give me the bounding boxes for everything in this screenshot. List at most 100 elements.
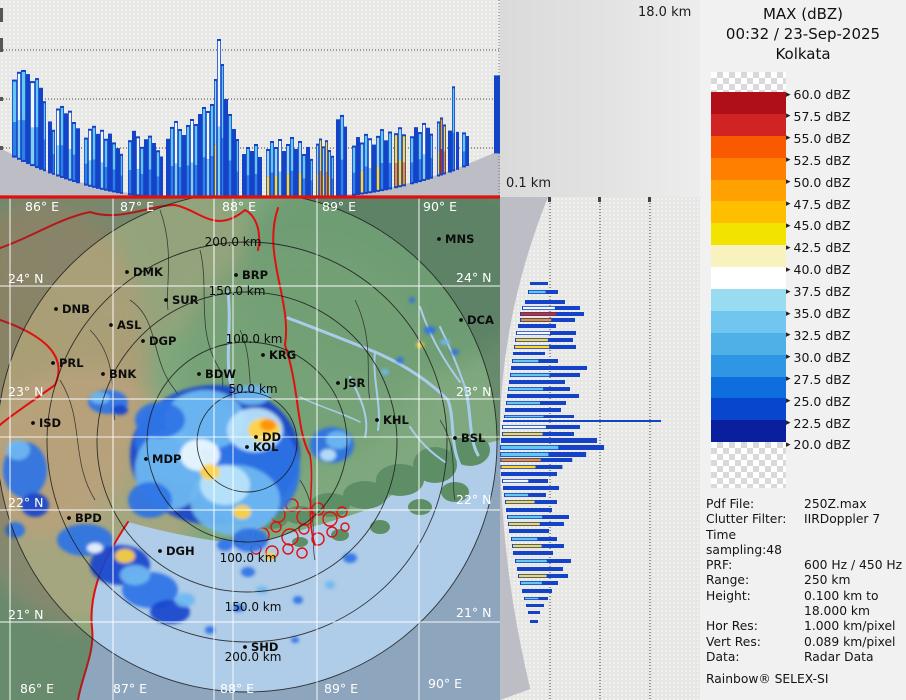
metadata-value: 0.089 km/pixel xyxy=(804,634,896,649)
echo-core xyxy=(52,154,55,173)
echo-core xyxy=(302,155,306,179)
echo-core xyxy=(440,119,443,150)
station-label: SUR xyxy=(172,293,199,307)
station-marker xyxy=(158,549,162,553)
echo-core xyxy=(418,159,422,181)
echo-core xyxy=(140,174,144,195)
echo-core xyxy=(508,515,543,519)
echo-core xyxy=(430,135,433,159)
legend-tick-label: 60.0 dBZ xyxy=(793,87,851,102)
station-marker xyxy=(437,237,441,241)
echo-core xyxy=(328,151,331,177)
station-label: MDP xyxy=(152,452,181,466)
echo-row xyxy=(530,282,548,285)
echo-core xyxy=(503,479,529,483)
range-ring-label: 200.0 km xyxy=(205,235,262,249)
echo-core xyxy=(210,106,214,157)
echo-row xyxy=(528,611,540,614)
echo-row xyxy=(530,620,538,623)
legend-tick: ▸ 37.5 dBZ xyxy=(786,284,850,299)
echo-core xyxy=(186,165,190,197)
station-marker xyxy=(453,436,457,440)
station-marker xyxy=(31,421,35,425)
legend-tick-label: 45.0 dBZ xyxy=(793,218,851,234)
graticule-label: 86° E xyxy=(25,199,59,214)
ns-profile-bars xyxy=(500,282,661,623)
echo-column xyxy=(294,149,298,197)
station-label: MNS xyxy=(445,232,474,246)
echo-row xyxy=(525,300,565,304)
echo-core xyxy=(402,136,406,163)
echo-core xyxy=(298,143,302,173)
echo-core xyxy=(120,155,123,176)
legend-tick-label: 55.0 dBZ xyxy=(793,130,851,146)
metadata-label: Pdf File: xyxy=(706,497,755,511)
corner-block xyxy=(500,0,700,197)
metadata-row: 18.000 km xyxy=(706,604,904,619)
echo-core xyxy=(310,160,313,181)
echo-core xyxy=(228,160,232,197)
graticule-label: 88° E xyxy=(220,681,254,696)
echo-column xyxy=(426,127,430,180)
station-label: JSR xyxy=(343,376,366,390)
echo-row xyxy=(526,604,544,607)
colorbar-band xyxy=(711,420,786,443)
echo-row xyxy=(522,589,552,593)
graticule-label: 23° N xyxy=(456,384,491,399)
echo-core xyxy=(12,122,17,156)
metadata-row: Data: Radar Data xyxy=(706,650,904,665)
echo-core xyxy=(462,134,466,152)
echo-core xyxy=(319,171,322,197)
legend-tick-arrow-icon: ▸ xyxy=(786,418,791,428)
echo-core xyxy=(274,149,278,176)
metadata-row: Pdf File: 250Z.max xyxy=(706,497,904,512)
legend-tick: ▸ 60.0 dBZ xyxy=(786,87,850,102)
echo-core xyxy=(513,544,542,548)
echo-column xyxy=(282,151,286,197)
echo-core xyxy=(254,146,258,175)
legend-tick: ▸ 57.5 dBZ xyxy=(786,109,850,124)
echo-core xyxy=(310,180,313,197)
echo-core xyxy=(298,172,302,197)
station-marker xyxy=(234,273,238,277)
echo-core xyxy=(35,80,39,128)
legend-tick: ▸ 47.5 dBZ xyxy=(786,197,850,212)
echo-row xyxy=(518,324,556,328)
echo-core xyxy=(376,166,380,190)
metadata-value xyxy=(804,528,904,559)
colorbar-band xyxy=(711,332,786,355)
echo-core xyxy=(501,458,541,462)
graticule-label: 90° E xyxy=(428,676,462,691)
echo-core xyxy=(21,71,26,121)
metadata-row: Vert Res: 0.089 km/pixel xyxy=(706,635,904,650)
echo-column xyxy=(26,74,30,165)
echo-column xyxy=(182,135,186,197)
radar-map-panel: 200.0 km 150.0 km 100.0 km 50.0 km 100.0 km 1… xyxy=(0,197,500,700)
echo-row xyxy=(503,420,661,422)
echo-core xyxy=(503,432,543,436)
metadata-label xyxy=(706,604,804,619)
echo-column xyxy=(116,148,120,194)
station-label: BNK xyxy=(109,367,137,381)
range-ring-label: 200.0 km xyxy=(225,650,282,664)
echo-core xyxy=(17,119,21,158)
echo-row xyxy=(509,380,565,384)
metadata-row: PRF: 600 Hz / 450 Hz xyxy=(706,558,904,573)
station-marker xyxy=(164,298,168,302)
station-label: KRG xyxy=(269,348,296,362)
metadata-value: Radar Data xyxy=(804,649,874,664)
echo-core xyxy=(92,159,96,186)
echo-core xyxy=(380,162,384,190)
echo-column xyxy=(64,113,68,180)
info-column: MAX (dBZ) 00:32 / 23-Sep-2025 Kolkata ▸ 6… xyxy=(700,0,906,700)
legend-tick-arrow-icon: ▸ xyxy=(786,264,791,275)
station-label: KOL xyxy=(253,440,279,454)
colorbar-band xyxy=(711,442,786,489)
echo-core xyxy=(217,41,221,127)
title-block: MAX (dBZ) 00:32 / 23-Sep-2025 Kolkata xyxy=(700,4,906,64)
echo-core xyxy=(430,158,433,177)
echo-core xyxy=(156,152,160,177)
echo-row xyxy=(505,408,561,412)
echo-core xyxy=(501,445,559,450)
echo-core xyxy=(246,149,250,176)
